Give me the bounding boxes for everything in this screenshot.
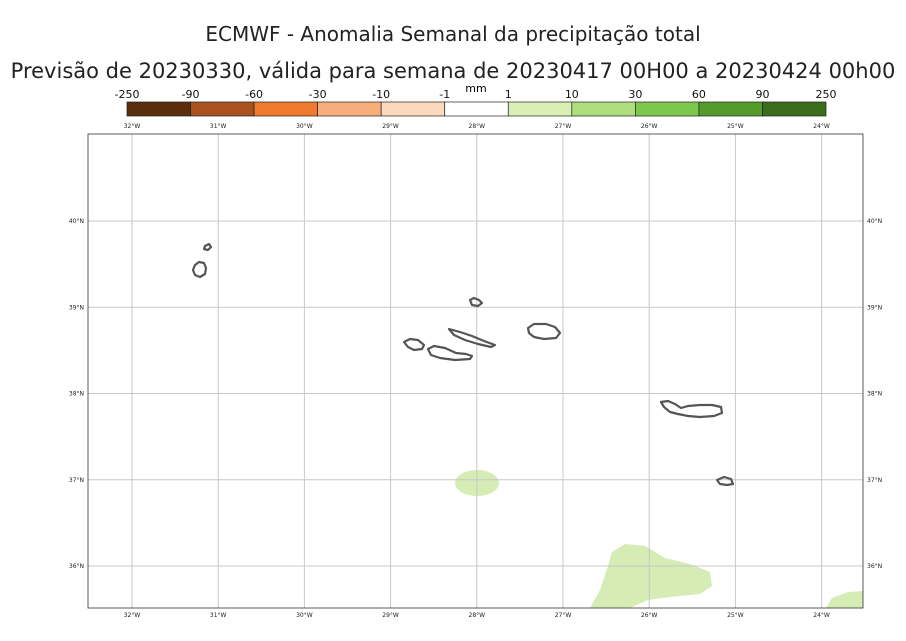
- colorbar-swatch: [698, 101, 763, 117]
- longitude-label: 30°W: [296, 123, 313, 130]
- island-santa-maria: [715, 475, 735, 487]
- latitude-label: 39°N: [69, 304, 84, 311]
- island-graciosa: [468, 296, 484, 308]
- coastlines: [191, 242, 735, 487]
- latitude-label: 40°N: [867, 218, 882, 225]
- latitude-label: 36°N: [867, 563, 882, 570]
- longitude-label: 24°W: [813, 123, 830, 130]
- longitude-label: 31°W: [210, 612, 227, 619]
- island-corvo: [202, 242, 213, 252]
- longitude-label: 29°W: [382, 612, 399, 619]
- island-terceira: [526, 322, 562, 341]
- island-pico: [426, 344, 474, 362]
- longitude-label: 28°W: [469, 123, 486, 130]
- colorbar-tick-label: -10: [372, 88, 390, 101]
- colorbar-tick-label: 1: [505, 88, 512, 101]
- latitude-label: 36°N: [69, 563, 84, 570]
- colorbar-swatch: [253, 101, 318, 117]
- longitude-label: 30°W: [296, 612, 313, 619]
- colorbar-swatch: [444, 101, 509, 117]
- colorbar-tick-label: -250: [115, 88, 140, 101]
- colorbar-tick-label: -1: [439, 88, 450, 101]
- longitude-label: 31°W: [210, 123, 227, 130]
- colorbar-swatch: [507, 101, 573, 117]
- latitude-label: 39°N: [867, 304, 882, 311]
- map-frame: [87, 133, 864, 609]
- map-title: ECMWF - Anomalia Semanal da precipitação…: [205, 22, 701, 46]
- map-area: 32°W 32°W 31°W 31°W 30°W 30°W 29°W 29°W 28°W 28°W…: [69, 123, 882, 619]
- map-subtitle: Previsão de 20230330, válida para semana…: [10, 59, 896, 83]
- colorbar-swatch: [380, 101, 446, 117]
- island-flores: [191, 260, 208, 279]
- latitude-label: 37°N: [867, 477, 882, 484]
- longitude-label: 26°W: [641, 612, 658, 619]
- colorbar-swatch: [635, 101, 700, 117]
- colorbar-tick-label: -90: [182, 88, 200, 101]
- longitude-label: 32°W: [124, 612, 141, 619]
- longitude-label: 25°W: [727, 612, 744, 619]
- colorbar-unit-label: mm: [465, 82, 486, 95]
- longitude-label: 27°W: [555, 612, 572, 619]
- gridlines: [88, 134, 863, 608]
- island-sao-jorge: [447, 327, 497, 349]
- colorbar-tick-label: -60: [245, 88, 263, 101]
- colorbar-tick-label: 30: [628, 88, 642, 101]
- colorbar-tick-label: -30: [309, 88, 327, 101]
- latitude-label: 37°N: [69, 477, 84, 484]
- longitude-label: 28°W: [469, 612, 486, 619]
- longitude-label: 26°W: [641, 123, 658, 130]
- colorbar-swatch: [762, 101, 827, 117]
- anomaly-patch-3: [826, 591, 863, 608]
- island-faial: [402, 337, 426, 352]
- island-sao-miguel: [659, 399, 724, 419]
- longitude-label: 32°W: [124, 123, 141, 130]
- colorbar-tick-label: 90: [755, 88, 769, 101]
- colorbar-tick-label: 10: [565, 88, 579, 101]
- longitude-label: 29°W: [382, 123, 399, 130]
- colorbar-tick-label: 60: [692, 88, 706, 101]
- latitude-label: 38°N: [867, 391, 882, 398]
- colorbar-swatch: [317, 101, 382, 117]
- anomaly-patch-2: [590, 544, 712, 608]
- colorbar-swatch: [571, 101, 636, 117]
- latitude-label: 40°N: [69, 218, 84, 225]
- colorbar: -250 -90 -60 -30 -10 -1 1 10 30 60 90 250 mm: [115, 82, 837, 117]
- longitude-label: 27°W: [555, 123, 572, 130]
- latitude-label: 38°N: [69, 391, 84, 398]
- longitude-label: 24°W: [813, 612, 830, 619]
- longitude-label: 25°W: [727, 123, 744, 130]
- colorbar-swatch: [190, 101, 255, 117]
- map-background: [88, 134, 863, 608]
- colorbar-tick-label: 250: [816, 88, 837, 101]
- colorbar-swatch: [126, 101, 191, 117]
